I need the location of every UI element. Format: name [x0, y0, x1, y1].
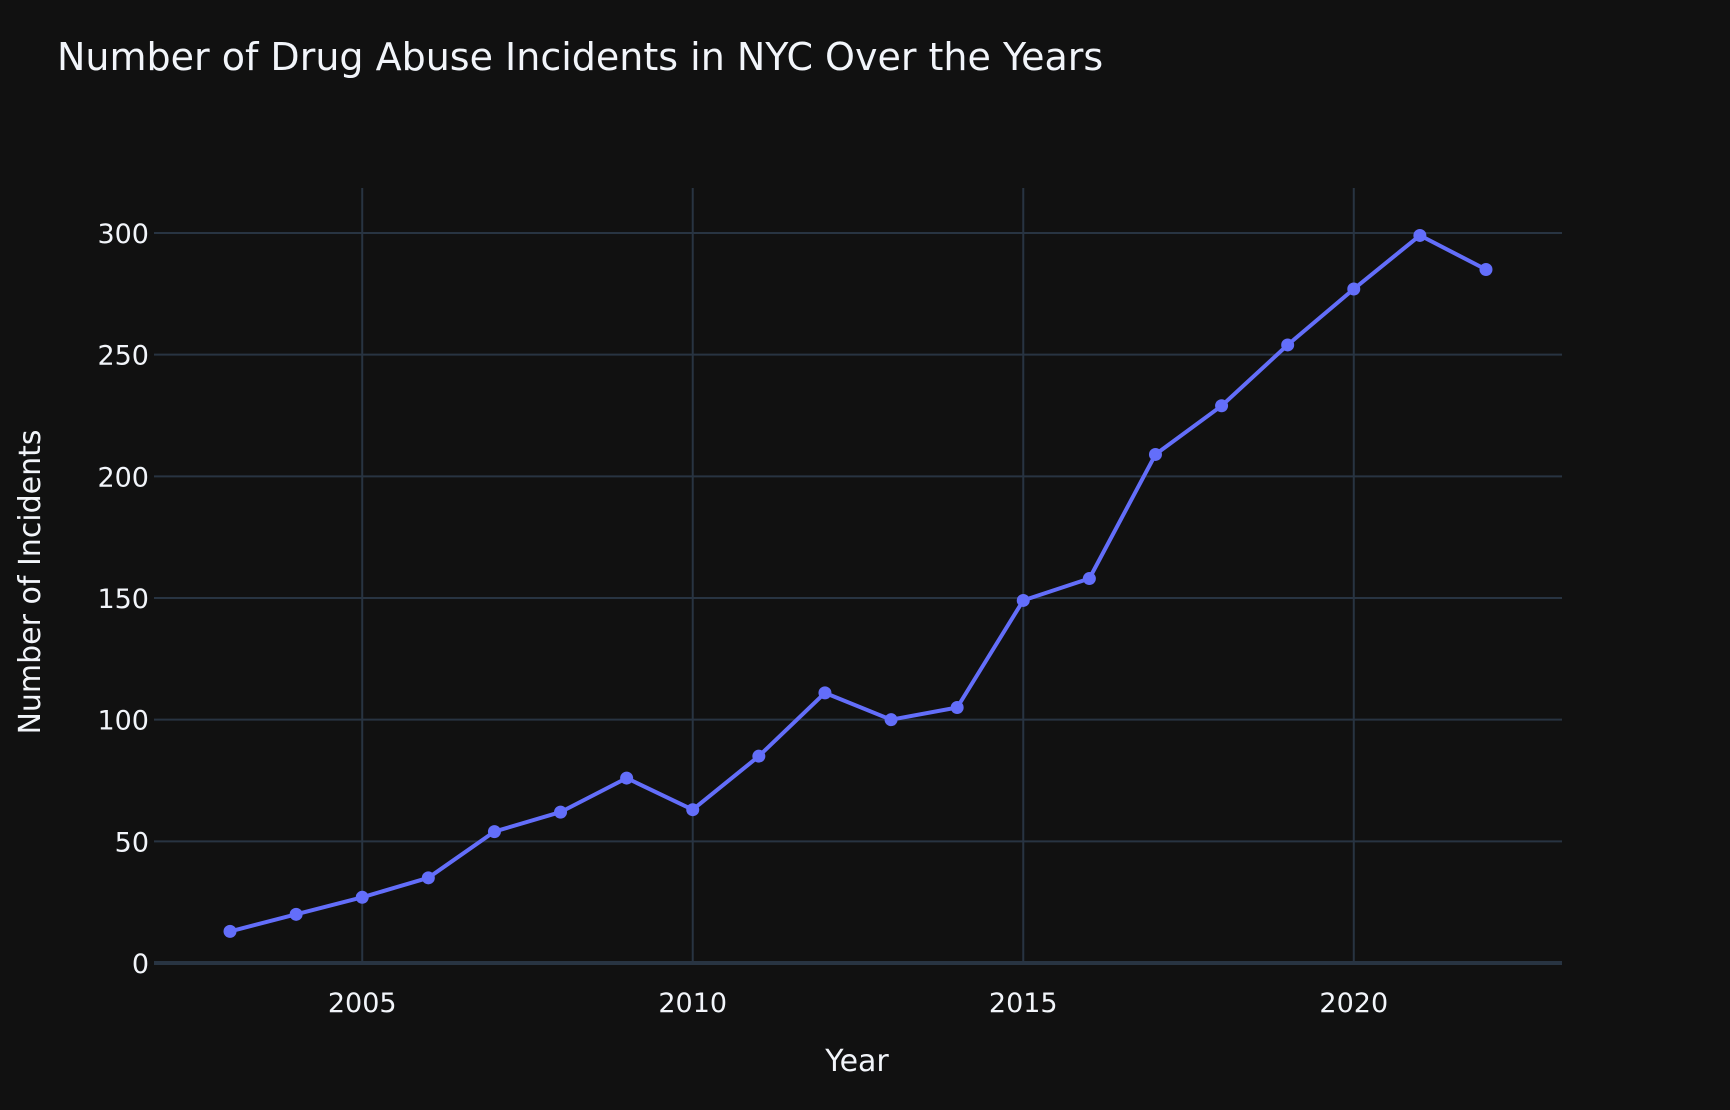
data-point-2015[interactable] — [1016, 593, 1030, 607]
y-tick-label-50: 50 — [115, 827, 149, 858]
data-point-2012[interactable] — [818, 686, 832, 700]
x-axis-title: Year — [824, 1044, 889, 1079]
data-point-2014[interactable] — [950, 701, 964, 715]
data-point-2010[interactable] — [686, 803, 700, 817]
chart-title: Number of Drug Abuse Incidents in NYC Ov… — [57, 35, 1103, 79]
y-tick-label-100: 100 — [97, 706, 149, 737]
axes: 2005 2010 2015 2020 0 50 100 150 200 250 300 — [97, 219, 1388, 1019]
data-point-2018[interactable] — [1215, 399, 1229, 413]
x-tick-label-2015: 2015 — [989, 988, 1058, 1019]
x-tick-label-2010: 2010 — [658, 988, 727, 1019]
y-tick-label-150: 150 — [97, 584, 149, 615]
series-line — [228, 233, 1488, 934]
data-point-2020[interactable] — [1347, 282, 1361, 296]
data-point-2008[interactable] — [554, 805, 568, 819]
data-point-2006[interactable] — [421, 871, 435, 885]
data-point-2007[interactable] — [487, 825, 501, 839]
y-tick-label-300: 300 — [97, 219, 149, 250]
data-point-2003[interactable] — [223, 924, 237, 938]
data-point-2022[interactable] — [1479, 263, 1493, 277]
y-tick-label-0: 0 — [132, 949, 149, 980]
data-point-2013[interactable] — [884, 713, 898, 727]
data-point-2021[interactable] — [1413, 228, 1427, 242]
grid-lines — [154, 188, 1562, 965]
data-point-2019[interactable] — [1281, 338, 1295, 352]
data-point-2004[interactable] — [289, 907, 303, 921]
data-point-2011[interactable] — [752, 749, 766, 763]
data-point-2005[interactable] — [355, 890, 369, 904]
x-tick-label-2020: 2020 — [1319, 988, 1388, 1019]
data-point-2017[interactable] — [1148, 447, 1162, 461]
y-tick-label-200: 200 — [97, 462, 149, 493]
data-point-2016[interactable] — [1082, 572, 1096, 586]
series-layer — [223, 228, 1493, 938]
x-tick-label-2005: 2005 — [328, 988, 397, 1019]
y-tick-label-250: 250 — [97, 341, 149, 372]
data-point-2009[interactable] — [620, 771, 634, 785]
y-axis-title: Number of Incidents — [13, 429, 48, 734]
